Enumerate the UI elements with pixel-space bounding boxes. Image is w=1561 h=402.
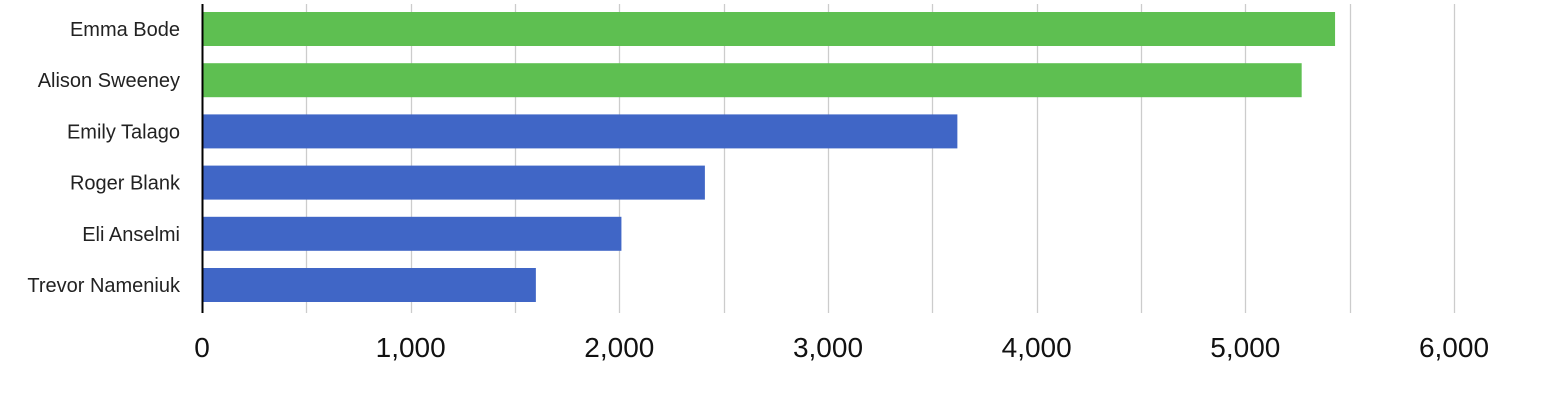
category-label: Eli Anselmi [82,224,180,246]
category-label: Emma Bode [70,19,180,41]
category-label: Trevor Nameniuk [27,275,181,297]
x-tick-label: 0 [194,332,210,363]
x-tick-label: 1,000 [376,332,446,363]
bar [202,165,705,200]
bars [202,12,1336,302]
x-tick-label: 5,000 [1210,332,1280,363]
category-label: Roger Blank [70,173,181,195]
bar [202,216,622,251]
gridlines [305,4,1456,313]
bar [202,63,1302,98]
category-label: Emily Talago [67,121,180,143]
x-tick-label: 6,000 [1419,332,1489,363]
x-tick-label: 3,000 [793,332,863,363]
x-tick-label: 2,000 [584,332,654,363]
x-tick-label: 4,000 [1002,332,1072,363]
bar [202,114,958,149]
x-tick-labels: 0 1,000 2,000 3,000 4,000 5,000 6,000 [194,332,1489,363]
bar [202,12,1336,46]
bar [202,268,536,302]
category-label: Alison Sweeney [38,70,180,92]
category-labels: Emma Bode Alison Sweeney Emily Talago Roger… [27,19,181,297]
